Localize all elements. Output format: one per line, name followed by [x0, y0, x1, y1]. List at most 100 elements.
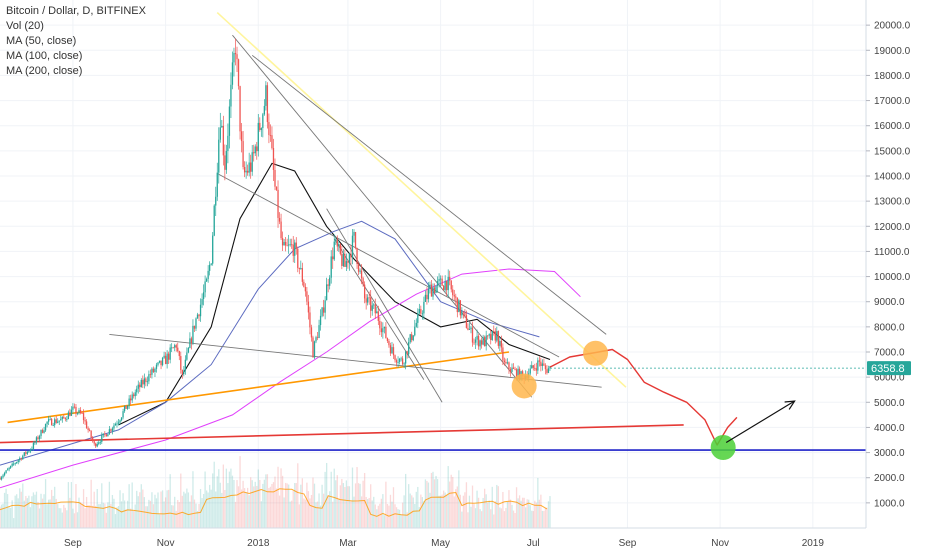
- volume-bar: [327, 495, 329, 528]
- volume-bar: [538, 499, 541, 528]
- volume-bar: [417, 486, 419, 528]
- volume-bar: [163, 501, 165, 528]
- ma-200-line: [0, 268, 581, 489]
- y-tick-label: 6000.0: [874, 373, 905, 384]
- volume-bar: [183, 491, 185, 528]
- legend-indicator-volume[interactable]: Vol (20): [6, 20, 44, 32]
- candle-body: [324, 300, 326, 313]
- candle-body: [105, 434, 108, 437]
- legend-symbol[interactable]: Bitcoin / Dollar, D, BITFINEX: [6, 5, 146, 17]
- volume-bar: [0, 504, 3, 528]
- volume-bar: [37, 501, 39, 528]
- legend-indicator-ma50[interactable]: MA (50, close): [6, 35, 77, 47]
- candle-body: [58, 420, 60, 422]
- candle-body: [473, 342, 475, 344]
- volume-bar: [17, 498, 19, 528]
- volume-bar: [272, 482, 275, 528]
- candle-body: [509, 369, 512, 372]
- candle-body: [537, 360, 539, 371]
- volume-bar: [148, 499, 150, 528]
- volume-bar: [447, 466, 449, 528]
- x-tick-label: Mar: [339, 538, 357, 549]
- volume-bar: [277, 466, 279, 528]
- volume-bar: [467, 512, 469, 528]
- volume-bar: [292, 490, 294, 528]
- candle-body: [534, 367, 536, 369]
- volume-bar: [430, 472, 433, 528]
- candle-body: [186, 352, 188, 360]
- candle-body: [8, 467, 10, 470]
- candle-body: [212, 235, 214, 264]
- candle-body: [14, 463, 16, 465]
- candle-body: [544, 365, 547, 370]
- volume-bar: [130, 508, 132, 528]
- volume-bar: [230, 468, 232, 528]
- candle-body: [467, 327, 469, 330]
- volume-bar: [90, 479, 92, 528]
- volume-bar: [537, 477, 539, 528]
- candle-body: [414, 326, 416, 336]
- candle-body: [503, 360, 506, 362]
- x-tick-label: Sep: [619, 538, 637, 549]
- volume-bar: [239, 456, 241, 528]
- volume-bar: [20, 491, 22, 528]
- volume-bar: [294, 483, 296, 528]
- candle-body: [259, 122, 261, 131]
- candle-body: [31, 449, 33, 450]
- legend-indicator-ma200[interactable]: MA (200, close): [6, 65, 83, 77]
- candle-body: [456, 297, 458, 313]
- candle-body: [201, 299, 203, 305]
- volume-bar: [512, 510, 515, 528]
- volume-bar: [432, 471, 434, 528]
- last-price-label: 6358.8: [867, 361, 911, 376]
- highlight-circle: [511, 373, 537, 399]
- volume-bar: [136, 490, 138, 528]
- volume-bar: [254, 481, 256, 528]
- volume-bar: [204, 471, 206, 528]
- candle-body: [321, 307, 323, 316]
- candle-body: [459, 300, 461, 316]
- volume-bar: [324, 471, 326, 528]
- volume-bar: [415, 491, 417, 528]
- volume-bar: [496, 484, 498, 528]
- time-axis[interactable]: Sep Nov 2018 Mar May Jul Sep Nov 2019: [64, 538, 824, 549]
- x-tick-label: 2018: [247, 538, 270, 549]
- candle-body: [315, 337, 317, 342]
- candle-body: [251, 152, 253, 172]
- volume-bar: [444, 492, 446, 528]
- volume-bar: [67, 482, 70, 528]
- legend-indicator-ma100[interactable]: MA (100, close): [6, 50, 83, 62]
- volume-bar: [392, 487, 395, 528]
- volume-bar: [151, 492, 153, 528]
- candle-body: [104, 433, 106, 435]
- candle-body: [250, 162, 252, 172]
- volume-bar: [494, 501, 496, 528]
- volume-bar: [528, 499, 530, 528]
- y-tick-label: 3000.0: [874, 448, 905, 459]
- candle-body: [20, 458, 22, 460]
- y-tick-label: 4000.0: [874, 423, 905, 434]
- volume-bar: [446, 494, 448, 528]
- candle-body: [421, 313, 424, 315]
- volume-bar: [101, 483, 103, 528]
- volume-bar: [420, 494, 422, 528]
- candle-body: [133, 394, 135, 397]
- volume-bar: [216, 476, 218, 528]
- candle-body: [458, 300, 460, 313]
- volume-bar: [508, 490, 510, 528]
- candle-body: [137, 384, 139, 389]
- candle-body: [119, 420, 121, 423]
- volume-bar: [23, 500, 25, 528]
- volume-bar: [222, 464, 224, 528]
- volume-bar: [6, 494, 9, 528]
- volume-bar: [189, 501, 191, 528]
- price-axis[interactable]: 1000.0 2000.0 3000.0 4000.0 5000.0 6000.0 7000…: [866, 21, 911, 510]
- volume-bar: [291, 500, 293, 528]
- volume-bar: [347, 486, 349, 528]
- trendline: [216, 11, 627, 388]
- candle-body: [88, 429, 91, 431]
- candle-body: [95, 443, 97, 447]
- volume-bar: [453, 496, 455, 528]
